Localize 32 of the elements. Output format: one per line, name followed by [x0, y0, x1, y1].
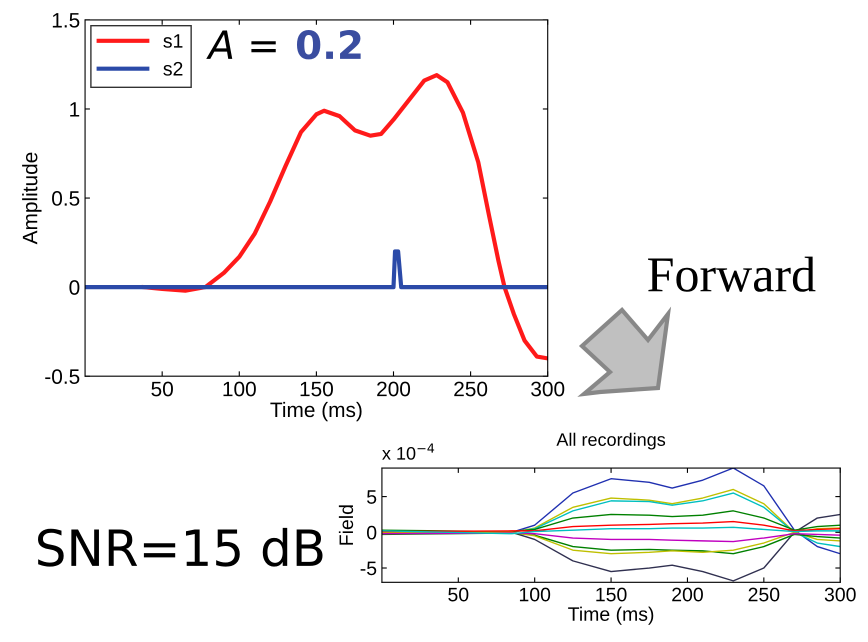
y-axis-title: Field: [338, 505, 354, 545]
x-tick-label: 300: [824, 588, 856, 602]
text: Forward: [648, 256, 816, 292]
text: SNR=15 dB: [38, 528, 323, 567]
y-tick-label: 1: [70, 102, 80, 117]
x-tick-label: 250: [454, 382, 488, 396]
y-tick-label: 5: [367, 490, 376, 504]
x-tick-label: 200: [672, 588, 703, 602]
chart-title: All recordings: [556, 432, 666, 450]
y-tick-label: -0.5: [45, 369, 80, 384]
x-tick-label: 150: [300, 382, 333, 396]
legend-label: s2: [163, 62, 182, 76]
x-tick-label: 200: [377, 382, 410, 396]
annotation: A =: [206, 30, 276, 59]
y-tick-label: 0: [367, 526, 376, 540]
y-tick-label: -5: [360, 562, 376, 576]
text: x 10$^{−4}$: [382, 443, 434, 460]
x-tick-label: 100: [520, 588, 550, 602]
x-tick-label: 100: [223, 382, 256, 396]
x-tick-label: 50: [151, 382, 173, 396]
y-tick-label: 0: [69, 280, 80, 295]
x-tick-label: 150: [596, 588, 627, 602]
x-tick-label: 300: [531, 382, 564, 396]
x-axis-title: Time (ms): [270, 402, 362, 422]
x-tick-label: 50: [448, 588, 468, 602]
x-axis-title: Time (ms): [568, 606, 654, 625]
legend-label: s1: [163, 34, 182, 48]
x-tick-label: 250: [748, 588, 780, 602]
annotation: 0.2: [296, 30, 361, 60]
y-tick-label: 0.5: [52, 191, 80, 206]
y-axis-title: Amplitude: [22, 152, 42, 244]
y-tick-label: 1.5: [52, 13, 80, 28]
